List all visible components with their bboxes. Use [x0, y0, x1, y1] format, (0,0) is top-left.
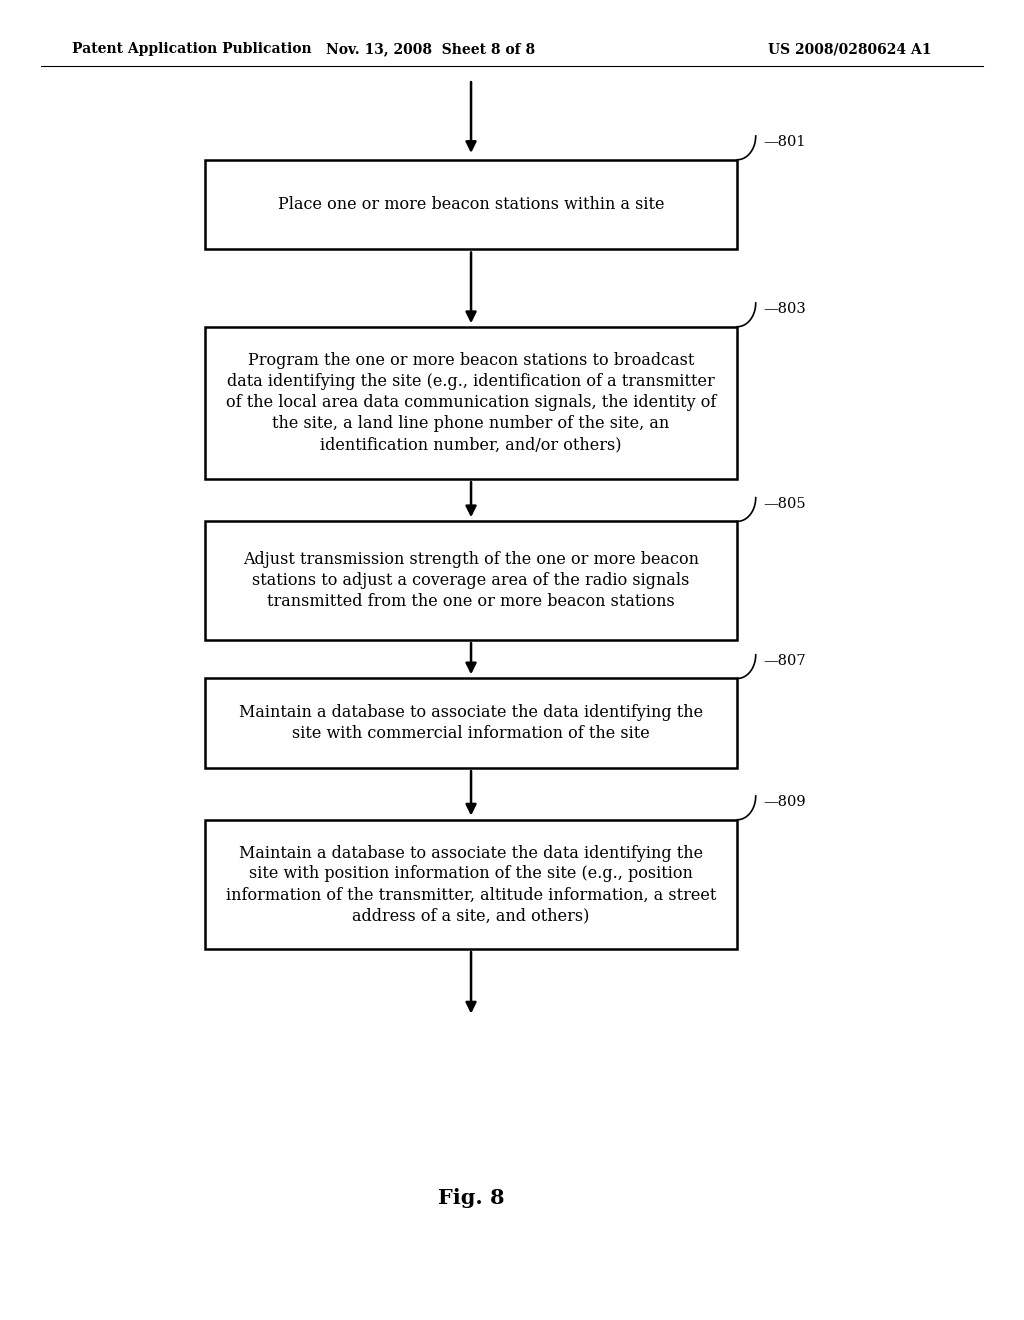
Text: US 2008/0280624 A1: US 2008/0280624 A1 [768, 42, 932, 57]
Text: —803: —803 [763, 302, 806, 317]
Bar [205, 521, 737, 640]
Bar [205, 820, 737, 949]
Text: Patent Application Publication: Patent Application Publication [72, 42, 311, 57]
Text: —801: —801 [763, 135, 806, 149]
Text: Maintain a database to associate the data identifying the
site with position inf: Maintain a database to associate the dat… [226, 845, 716, 924]
Text: Adjust transmission strength of the one or more beacon
stations to adjust a cove: Adjust transmission strength of the one … [243, 552, 699, 610]
Text: Place one or more beacon stations within a site: Place one or more beacon stations within… [278, 197, 665, 213]
Text: Program the one or more beacon stations to broadcast
data identifying the site (: Program the one or more beacon stations … [226, 352, 716, 453]
Bar [205, 327, 737, 479]
Text: Nov. 13, 2008  Sheet 8 of 8: Nov. 13, 2008 Sheet 8 of 8 [326, 42, 535, 57]
Text: —809: —809 [763, 795, 806, 809]
Bar [205, 678, 737, 768]
Bar [205, 160, 737, 249]
Text: Fig. 8: Fig. 8 [438, 1188, 504, 1208]
Text: —805: —805 [763, 496, 806, 511]
Text: —807: —807 [763, 653, 806, 668]
Text: Maintain a database to associate the data identifying the
site with commercial i: Maintain a database to associate the dat… [239, 705, 703, 742]
